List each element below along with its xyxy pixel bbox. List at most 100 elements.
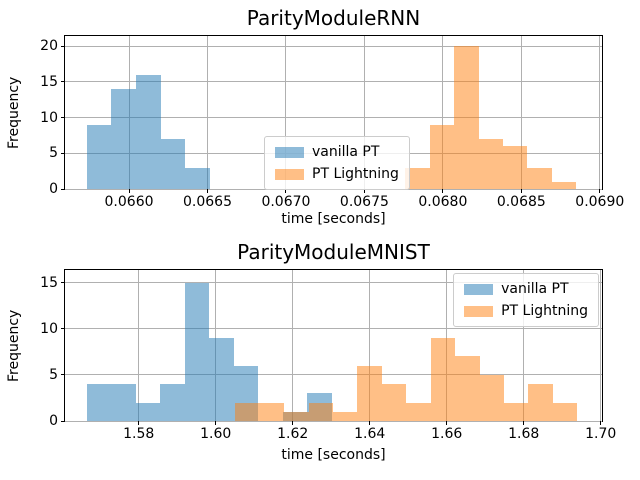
y-tick-label: 15	[40, 73, 58, 90]
legend-label-lightning: PT Lightning	[312, 166, 399, 183]
gridline-vertical	[523, 270, 525, 421]
legend-swatch-vanilla-icon	[464, 283, 494, 295]
histogram-bar	[235, 402, 260, 421]
y-tick-mark	[61, 420, 65, 422]
x-axis-label-bottom: time [seconds]	[281, 447, 386, 463]
histogram-bar	[552, 402, 578, 421]
gridline-horizontal	[65, 420, 602, 422]
histogram-bar	[454, 46, 479, 189]
histogram-bar	[357, 365, 382, 421]
x-tick-mark	[206, 189, 208, 193]
x-tick-mark	[215, 421, 217, 425]
histogram-bar	[333, 411, 358, 421]
y-tick-label: 20	[40, 38, 58, 54]
x-tick-mark	[138, 421, 140, 425]
histogram-bar	[86, 124, 112, 189]
histogram-bar	[160, 138, 186, 189]
legend-item-vanilla-pt: vanilla PT	[464, 281, 588, 297]
y-tick-mark	[61, 188, 65, 190]
histogram-bar	[381, 384, 407, 421]
histogram-bar	[209, 337, 234, 421]
x-tick-label: 0.0665	[182, 194, 232, 210]
gridline-horizontal	[65, 45, 602, 47]
gridline-vertical	[285, 36, 287, 189]
gridline-horizontal	[65, 282, 602, 284]
y-tick-label: 0	[49, 413, 58, 429]
x-tick-label: 0.0660	[104, 194, 154, 210]
x-tick-label: 1.64	[354, 426, 386, 442]
histogram-bar	[430, 337, 456, 421]
gridline-vertical	[442, 36, 444, 189]
gridline-vertical	[599, 36, 601, 189]
legend-swatch-vanilla-icon	[275, 146, 304, 158]
histogram-bar	[455, 356, 480, 421]
gridline-vertical	[363, 36, 365, 189]
histogram-bar	[478, 138, 503, 189]
x-tick-label: 0.0680	[418, 194, 468, 210]
histogram-bar	[259, 402, 285, 421]
gridline-horizontal	[65, 117, 602, 119]
x-tick-label: 1.70	[585, 426, 617, 442]
x-tick-label: 0.0685	[496, 194, 546, 210]
histogram-bar	[429, 124, 455, 189]
histogram-bar	[111, 88, 136, 189]
x-tick-mark	[600, 421, 602, 425]
gridline-vertical	[292, 270, 294, 421]
legend-top: vanilla PT PT Lightning	[264, 136, 410, 191]
histogram-bar	[86, 384, 112, 421]
histogram-bar	[527, 167, 552, 189]
x-tick-label: 1.66	[431, 426, 463, 442]
histogram-bar	[502, 146, 528, 189]
legend-bottom: vanilla PT PT Lightning	[453, 273, 599, 328]
histogram-bar	[184, 282, 210, 421]
histogram-bar	[479, 374, 504, 421]
histogram-bar	[185, 167, 210, 189]
y-tick-mark	[61, 328, 65, 330]
y-tick-mark	[61, 81, 65, 83]
histogram-bar	[405, 167, 430, 189]
gridline-horizontal	[65, 81, 602, 83]
x-tick-mark	[599, 189, 601, 193]
histogram-bar	[503, 402, 529, 421]
y-tick-mark	[61, 282, 65, 284]
legend-label-vanilla: vanilla PT	[501, 281, 569, 297]
histogram-bar	[111, 384, 136, 421]
y-tick-label: 0	[49, 181, 58, 197]
x-tick-label: 0.0670	[261, 194, 311, 210]
x-tick-mark	[520, 189, 522, 193]
legend-item-pt-lightning: PT Lightning	[464, 303, 588, 319]
x-tick-label: 1.58	[123, 426, 155, 442]
histogram-bar	[160, 384, 185, 421]
histogram-bar	[135, 402, 161, 421]
y-tick-label: 5	[49, 366, 58, 383]
y-tick-mark	[61, 117, 65, 118]
histogram-bar	[135, 74, 161, 189]
legend-item-vanilla-pt: vanilla PT	[275, 144, 399, 160]
histogram-bar	[551, 181, 577, 189]
gridline-horizontal	[65, 328, 602, 330]
histogram-bar	[284, 411, 309, 421]
legend-swatch-lightning-icon	[464, 305, 494, 317]
chart-title-rnn: ParityModuleRNN	[246, 6, 421, 30]
histogram-bar	[528, 384, 553, 421]
y-tick-label: 10	[40, 320, 58, 337]
x-tick-label: 1.60	[200, 426, 232, 442]
x-tick-mark	[442, 189, 444, 193]
y-tick-mark	[61, 45, 65, 47]
x-tick-mark	[292, 421, 294, 425]
y-axis-label-bottom: Frequency	[6, 309, 22, 382]
y-tick-label: 5	[49, 145, 58, 162]
x-tick-mark	[285, 189, 287, 193]
legend-item-pt-lightning: PT Lightning	[275, 166, 399, 182]
histogram-bar	[308, 402, 333, 421]
x-tick-label: 0.0690	[575, 194, 625, 210]
x-tick-mark	[369, 421, 371, 425]
gridline-horizontal	[65, 374, 602, 376]
y-tick-label: 10	[40, 109, 58, 126]
y-axis-label-top: Frequency	[6, 76, 22, 149]
gridline-vertical	[520, 36, 522, 189]
gridline-vertical	[206, 36, 208, 189]
legend-label-lightning: PT Lightning	[501, 303, 588, 320]
x-tick-mark	[446, 421, 448, 425]
